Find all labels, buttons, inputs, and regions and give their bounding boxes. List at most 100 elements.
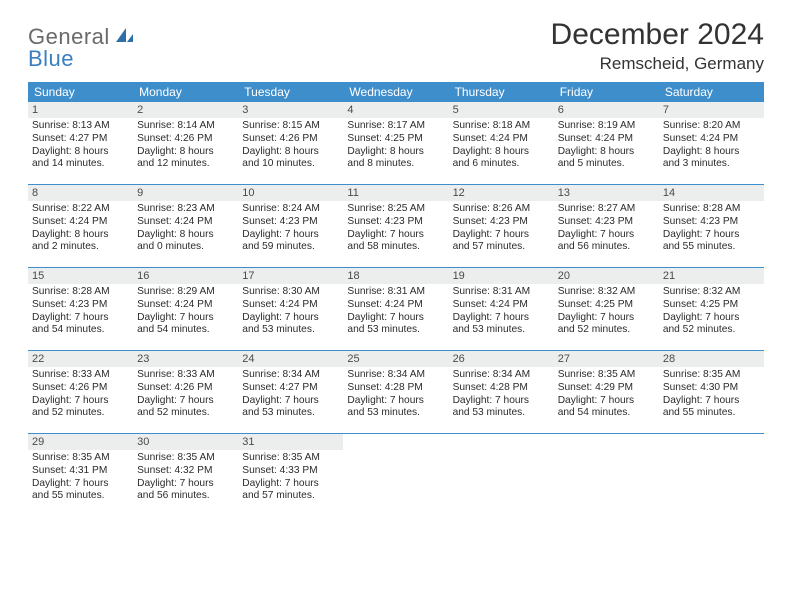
daylight-text: and 3 minutes. [663,158,760,171]
sunrise-text: Sunrise: 8:34 AM [453,369,550,382]
day-number: 31 [238,434,343,450]
daylight-text: Daylight: 7 hours [242,395,339,408]
daylight-text: Daylight: 7 hours [32,312,129,325]
sunset-text: Sunset: 4:27 PM [242,382,339,395]
daylight-text: Daylight: 8 hours [32,229,129,242]
daylight-text: Daylight: 8 hours [242,146,339,159]
sunset-text: Sunset: 4:23 PM [663,216,760,229]
sunrise-text: Sunrise: 8:13 AM [32,120,129,133]
sunrise-text: Sunrise: 8:18 AM [453,120,550,133]
sunset-text: Sunset: 4:24 PM [663,133,760,146]
day-cell: 22Sunrise: 8:33 AMSunset: 4:26 PMDayligh… [28,351,133,433]
day-number: 17 [238,268,343,284]
daylight-text: and 52 minutes. [32,407,129,420]
day-number: 1 [28,102,133,118]
daylight-text: Daylight: 7 hours [663,312,760,325]
day-number: 3 [238,102,343,118]
sunrise-text: Sunrise: 8:35 AM [663,369,760,382]
weekday-header-row: Sunday Monday Tuesday Wednesday Thursday… [28,82,764,102]
day-number: 28 [659,351,764,367]
sunset-text: Sunset: 4:24 PM [347,299,444,312]
daylight-text: and 53 minutes. [242,324,339,337]
day-number: 13 [554,185,659,201]
logo-text-blue: Blue [28,46,74,71]
daylight-text: Daylight: 7 hours [347,312,444,325]
sunset-text: Sunset: 4:26 PM [137,382,234,395]
sunrise-text: Sunrise: 8:35 AM [242,452,339,465]
daylight-text: Daylight: 8 hours [558,146,655,159]
day-cell: 14Sunrise: 8:28 AMSunset: 4:23 PMDayligh… [659,185,764,267]
sunset-text: Sunset: 4:32 PM [137,465,234,478]
daylight-text: Daylight: 7 hours [242,312,339,325]
location-label: Remscheid, Germany [551,54,764,74]
empty-cell [659,434,764,516]
daylight-text: and 5 minutes. [558,158,655,171]
sunset-text: Sunset: 4:23 PM [558,216,655,229]
day-cell: 30Sunrise: 8:35 AMSunset: 4:32 PMDayligh… [133,434,238,516]
weekday-header: Saturday [659,82,764,102]
sunrise-text: Sunrise: 8:35 AM [558,369,655,382]
day-number: 7 [659,102,764,118]
day-cell: 19Sunrise: 8:31 AMSunset: 4:24 PMDayligh… [449,268,554,350]
day-number: 5 [449,102,554,118]
day-cell: 9Sunrise: 8:23 AMSunset: 4:24 PMDaylight… [133,185,238,267]
day-cell: 31Sunrise: 8:35 AMSunset: 4:33 PMDayligh… [238,434,343,516]
week-row: 8Sunrise: 8:22 AMSunset: 4:24 PMDaylight… [28,185,764,268]
daylight-text: and 55 minutes. [32,490,129,503]
week-row: 15Sunrise: 8:28 AMSunset: 4:23 PMDayligh… [28,268,764,351]
sunset-text: Sunset: 4:25 PM [663,299,760,312]
daylight-text: and 52 minutes. [137,407,234,420]
day-number: 26 [449,351,554,367]
day-number: 23 [133,351,238,367]
sunrise-text: Sunrise: 8:17 AM [347,120,444,133]
day-cell: 24Sunrise: 8:34 AMSunset: 4:27 PMDayligh… [238,351,343,433]
day-cell: 17Sunrise: 8:30 AMSunset: 4:24 PMDayligh… [238,268,343,350]
sunrise-text: Sunrise: 8:35 AM [32,452,129,465]
day-number: 6 [554,102,659,118]
daylight-text: Daylight: 7 hours [137,478,234,491]
day-cell: 27Sunrise: 8:35 AMSunset: 4:29 PMDayligh… [554,351,659,433]
title-block: December 2024 Remscheid, Germany [551,18,764,74]
day-number: 4 [343,102,448,118]
weekday-header: Monday [133,82,238,102]
daylight-text: Daylight: 7 hours [558,312,655,325]
day-cell: 28Sunrise: 8:35 AMSunset: 4:30 PMDayligh… [659,351,764,433]
daylight-text: and 8 minutes. [347,158,444,171]
daylight-text: Daylight: 8 hours [663,146,760,159]
daylight-text: Daylight: 7 hours [32,478,129,491]
day-number: 27 [554,351,659,367]
daylight-text: and 53 minutes. [347,324,444,337]
daylight-text: and 59 minutes. [242,241,339,254]
day-cell: 18Sunrise: 8:31 AMSunset: 4:24 PMDayligh… [343,268,448,350]
daylight-text: and 2 minutes. [32,241,129,254]
daylight-text: and 54 minutes. [137,324,234,337]
sunset-text: Sunset: 4:24 PM [453,299,550,312]
sunrise-text: Sunrise: 8:19 AM [558,120,655,133]
daylight-text: and 6 minutes. [453,158,550,171]
sunset-text: Sunset: 4:26 PM [242,133,339,146]
day-cell: 6Sunrise: 8:19 AMSunset: 4:24 PMDaylight… [554,102,659,184]
day-cell: 25Sunrise: 8:34 AMSunset: 4:28 PMDayligh… [343,351,448,433]
day-number: 11 [343,185,448,201]
day-number: 10 [238,185,343,201]
week-row: 1Sunrise: 8:13 AMSunset: 4:27 PMDaylight… [28,102,764,185]
daylight-text: Daylight: 8 hours [137,146,234,159]
daylight-text: and 52 minutes. [663,324,760,337]
daylight-text: Daylight: 7 hours [558,395,655,408]
daylight-text: and 12 minutes. [137,158,234,171]
sunset-text: Sunset: 4:23 PM [242,216,339,229]
sunrise-text: Sunrise: 8:34 AM [242,369,339,382]
empty-cell [343,434,448,516]
day-cell: 7 Sunrise: 8:20 AMSunset: 4:24 PMDaylight… [659,102,764,184]
sunrise-text: Sunrise: 8:34 AM [347,369,444,382]
sunset-text: Sunset: 4:30 PM [663,382,760,395]
day-number: 19 [449,268,554,284]
sunrise-text: Sunrise: 8:35 AM [137,452,234,465]
sunrise-text: Sunrise: 8:20 AM [663,120,760,133]
daylight-text: and 53 minutes. [242,407,339,420]
daylight-text: Daylight: 7 hours [242,478,339,491]
daylight-text: Daylight: 7 hours [242,229,339,242]
daylight-text: and 10 minutes. [242,158,339,171]
sunrise-text: Sunrise: 8:14 AM [137,120,234,133]
day-cell: 29Sunrise: 8:35 AMSunset: 4:31 PMDayligh… [28,434,133,516]
